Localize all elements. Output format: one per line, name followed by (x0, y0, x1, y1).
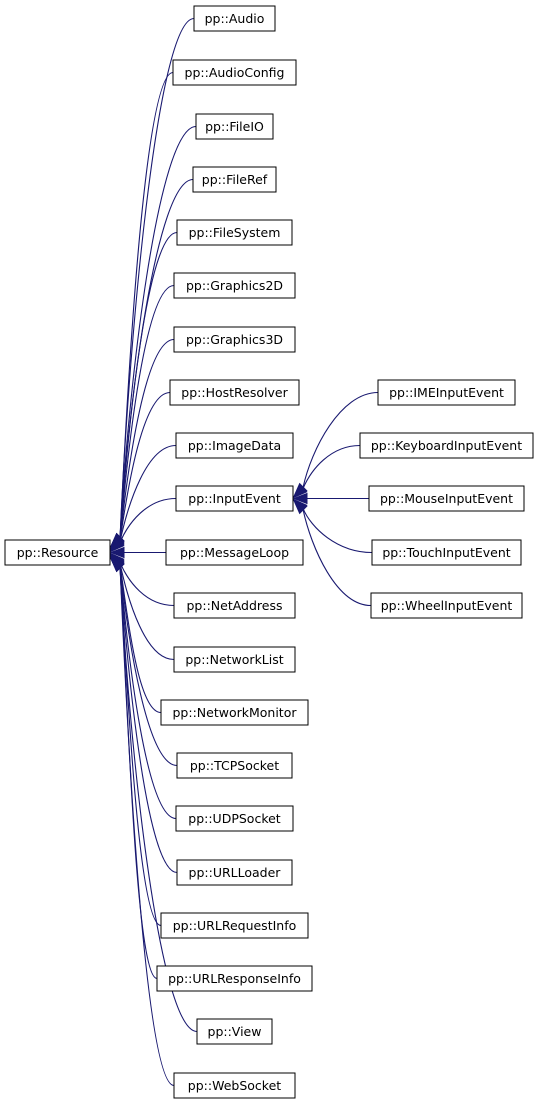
edge-touchinputevent-to-inputevent (302, 508, 373, 554)
node-view[interactable]: pp::View (196, 1018, 273, 1045)
edge-wheelinputevent-to-inputevent (302, 509, 372, 607)
node-audio[interactable]: pp::Audio (193, 5, 276, 32)
node-urlloader[interactable]: pp::URLLoader (176, 859, 293, 886)
node-wheelinputevent[interactable]: pp::WheelInputEvent (370, 592, 523, 619)
node-tcpsocket-label: pp::TCPSocket (190, 758, 279, 773)
node-networkmonitor[interactable]: pp::NetworkMonitor (160, 699, 309, 726)
node-udpsocket[interactable]: pp::UDPSocket (175, 805, 294, 832)
node-layer: pp::Resource pp::Audio pp::AudioConfig p… (4, 5, 534, 1099)
edge-networkmonitor-to-root (119, 564, 162, 714)
arrowhead-mouseinputevent-to-inputevent (292, 492, 308, 505)
edge-audioconfig-to-root (119, 71, 174, 538)
node-networklist-label: pp::NetworkList (185, 652, 283, 667)
node-audioconfig[interactable]: pp::AudioConfig (172, 59, 297, 86)
node-urlloader-label: pp::URLLoader (189, 865, 282, 880)
node-graphics2d-label: pp::Graphics2D (186, 278, 283, 293)
node-websocket[interactable]: pp::WebSocket (173, 1072, 296, 1099)
node-netaddress-label: pp::NetAddress (186, 598, 282, 613)
node-urlrequestinfo[interactable]: pp::URLRequestInfo (160, 912, 309, 939)
node-tcpsocket[interactable]: pp::TCPSocket (176, 752, 293, 779)
node-urlrequestinfo-label: pp::URLRequestInfo (173, 918, 297, 933)
arrowhead-keyboardinputevent-to-inputevent (293, 483, 308, 499)
node-fileref-label: pp::FileRef (202, 172, 268, 187)
edge-websocket-to-root (119, 567, 175, 1087)
node-graphics3d[interactable]: pp::Graphics3D (173, 326, 296, 353)
node-networklist[interactable]: pp::NetworkList (173, 646, 296, 673)
node-touchinputevent-label: pp::TouchInputEvent (382, 545, 510, 560)
edge-udpsocket-to-root (119, 566, 177, 820)
node-resource[interactable]: pp::Resource (4, 539, 111, 566)
arrowhead-messageloop-to-root (109, 546, 125, 559)
node-inputevent[interactable]: pp::InputEvent (175, 485, 294, 512)
node-keyboardinputevent[interactable]: pp::KeyboardInputEvent (359, 432, 534, 459)
node-audio-label: pp::Audio (205, 11, 265, 26)
edge-keyboardinputevent-to-inputevent (302, 444, 361, 489)
node-netaddress[interactable]: pp::NetAddress (173, 592, 296, 619)
node-fileio-label: pp::FileIO (205, 119, 264, 134)
node-mouseinputevent[interactable]: pp::MouseInputEvent (368, 485, 525, 512)
node-filesystem-label: pp::FileSystem (189, 225, 281, 240)
edge-tcpsocket-to-root (119, 565, 178, 767)
edge-graphics2d-to-root (119, 284, 175, 539)
node-messageloop[interactable]: pp::MessageLoop (165, 539, 304, 566)
edge-imeinputevent-to-inputevent (302, 391, 379, 488)
node-websocket-label: pp::WebSocket (188, 1078, 281, 1093)
edge-imagedata-to-root (119, 444, 177, 542)
node-imeinputevent-label: pp::IMEInputEvent (389, 385, 504, 400)
arrowhead-wheelinputevent-to-inputevent (293, 499, 308, 515)
edge-graphics3d-to-root (119, 338, 175, 540)
node-keyboardinputevent-label: pp::KeyboardInputEvent (371, 438, 522, 453)
node-inputevent-label: pp::InputEvent (188, 491, 281, 506)
edge-view-to-root (119, 567, 198, 1033)
node-fileio[interactable]: pp::FileIO (195, 113, 274, 140)
node-imagedata-label: pp::ImageData (188, 438, 281, 453)
node-udpsocket-label: pp::UDPSocket (188, 811, 281, 826)
node-imagedata[interactable]: pp::ImageData (175, 432, 294, 459)
edge-hostresolver-to-root (119, 391, 171, 541)
edge-filesystem-to-root (119, 231, 178, 538)
node-hostresolver-label: pp::HostResolver (181, 385, 288, 400)
node-resource-label: pp::Resource (17, 545, 99, 560)
node-wheelinputevent-label: pp::WheelInputEvent (381, 598, 513, 613)
arrowhead-inputevent-to-root (110, 537, 125, 553)
edge-inputevent-to-root (119, 497, 177, 543)
node-audioconfig-label: pp::AudioConfig (185, 65, 285, 80)
node-graphics2d[interactable]: pp::Graphics2D (173, 272, 296, 299)
edge-networklist-to-root (119, 563, 175, 661)
node-filesystem[interactable]: pp::FileSystem (176, 219, 293, 246)
edge-layer (109, 17, 379, 1087)
node-messageloop-label: pp::MessageLoop (180, 545, 289, 560)
arrowhead-websocket-to-root (110, 557, 125, 573)
node-touchinputevent[interactable]: pp::TouchInputEvent (371, 539, 522, 566)
node-imeinputevent[interactable]: pp::IMEInputEvent (377, 379, 516, 406)
node-urlresponseinfo[interactable]: pp::URLResponseInfo (156, 965, 313, 992)
node-hostresolver[interactable]: pp::HostResolver (169, 379, 300, 406)
edge-netaddress-to-root (119, 562, 175, 607)
node-urlresponseinfo-label: pp::URLResponseInfo (168, 971, 301, 986)
node-fileref[interactable]: pp::FileRef (192, 166, 277, 193)
edge-urlrequestinfo-to-root (119, 567, 162, 927)
node-networkmonitor-label: pp::NetworkMonitor (173, 705, 298, 720)
node-mouseinputevent-label: pp::MouseInputEvent (380, 491, 513, 506)
node-graphics3d-label: pp::Graphics3D (186, 332, 283, 347)
edge-urlloader-to-root (119, 567, 178, 874)
node-view-label: pp::View (208, 1024, 262, 1039)
